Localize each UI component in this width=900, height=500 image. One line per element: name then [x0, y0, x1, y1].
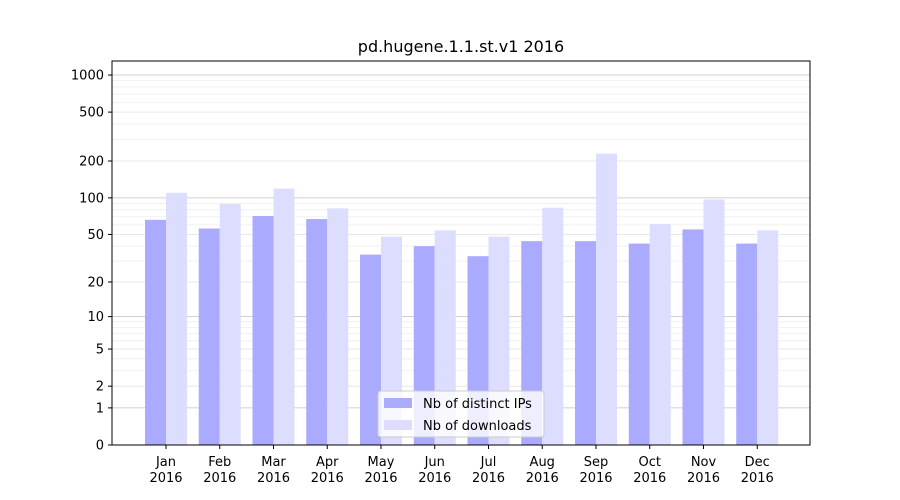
- y-tick-label: 1000: [71, 69, 104, 84]
- x-tick-label-month: Oct: [639, 455, 661, 470]
- y-tick-label: 10: [87, 310, 104, 325]
- y-tick-label: 100: [79, 191, 104, 206]
- y-tick-label: 500: [79, 106, 104, 121]
- chart-title: pd.hugene.1.1.st.v1 2016: [358, 37, 564, 56]
- y-tick-label: 50: [87, 228, 104, 243]
- x-tick-label-month: May: [368, 455, 395, 470]
- bar-downloads-aug: [542, 207, 564, 445]
- bar-downloads-nov: [703, 199, 725, 445]
- bar-downloads-dec: [757, 230, 779, 445]
- bar-distinct-ips-mar: [252, 215, 274, 445]
- plot-frame: [111, 60, 811, 446]
- x-tick-label-year: 2016: [149, 471, 182, 486]
- legend-label-downloads: Nb of downloads: [423, 419, 532, 434]
- x-tick-label-year: 2016: [472, 471, 505, 486]
- bar-downloads-apr: [327, 208, 349, 445]
- y-tick-label: 1: [96, 401, 104, 416]
- x-tick-label-year: 2016: [257, 471, 290, 486]
- bar-distinct-ips-sep: [575, 241, 596, 445]
- y-tick-label: 20: [87, 275, 104, 290]
- legend-swatch-distinct-ips: [384, 398, 412, 408]
- x-tick-label-month: Aug: [530, 455, 555, 470]
- bar-distinct-ips-oct: [628, 243, 650, 445]
- x-tick-label-month: Jan: [155, 455, 176, 470]
- bar-downloads-mar: [273, 188, 295, 445]
- y-tick-label: 200: [79, 155, 104, 170]
- x-tick-label-year: 2016: [687, 471, 720, 486]
- x-tick-label-month: Jun: [424, 455, 445, 470]
- y-tick-label: 2: [96, 380, 104, 395]
- legend-swatch-downloads: [384, 420, 412, 430]
- y-tick-label: 0: [96, 439, 104, 454]
- x-tick-label-year: 2016: [203, 471, 236, 486]
- y-tick-label: 5: [96, 343, 104, 358]
- bar-distinct-ips-nov: [682, 229, 704, 445]
- bar-distinct-ips-apr: [306, 219, 328, 445]
- x-tick-label-year: 2016: [579, 471, 612, 486]
- x-tick-label-month: Apr: [316, 455, 339, 470]
- x-tick-label-year: 2016: [311, 471, 344, 486]
- bars: [145, 153, 779, 445]
- x-tick-label-year: 2016: [633, 471, 666, 486]
- x-tick-label-month: Jul: [480, 455, 497, 470]
- x-tick-label-month: Feb: [208, 455, 231, 470]
- bar-distinct-ips-may: [360, 254, 381, 445]
- x-tick-label-year: 2016: [364, 471, 397, 486]
- y-axis: 0 1 2 5 10 20 50 100 200 500 1000: [71, 69, 112, 454]
- x-axis: Jan2016Feb2016Mar2016Apr2016May2016Jun20…: [149, 445, 774, 486]
- x-tick-label-month: Nov: [691, 455, 717, 470]
- x-tick-label-year: 2016: [526, 471, 559, 486]
- x-tick-label-year: 2016: [418, 471, 451, 486]
- x-tick-label-month: Sep: [584, 455, 609, 470]
- bar-distinct-ips-jan: [145, 219, 166, 445]
- legend-label-distinct-ips: Nb of distinct IPs: [423, 397, 532, 412]
- bar-downloads-sep: [596, 153, 617, 445]
- bar-downloads-feb: [219, 204, 241, 445]
- legend-box: [377, 390, 545, 438]
- bar-distinct-ips-feb: [198, 228, 220, 445]
- legend: Nb of distinct IPs Nb of downloads: [377, 390, 545, 438]
- x-tick-label-year: 2016: [741, 471, 774, 486]
- bar-distinct-ips-dec: [736, 243, 758, 445]
- bar-downloads-jan: [166, 192, 187, 445]
- x-tick-label-month: Dec: [745, 455, 770, 470]
- bar-downloads-oct: [649, 223, 671, 445]
- x-tick-label-month: Mar: [261, 455, 286, 470]
